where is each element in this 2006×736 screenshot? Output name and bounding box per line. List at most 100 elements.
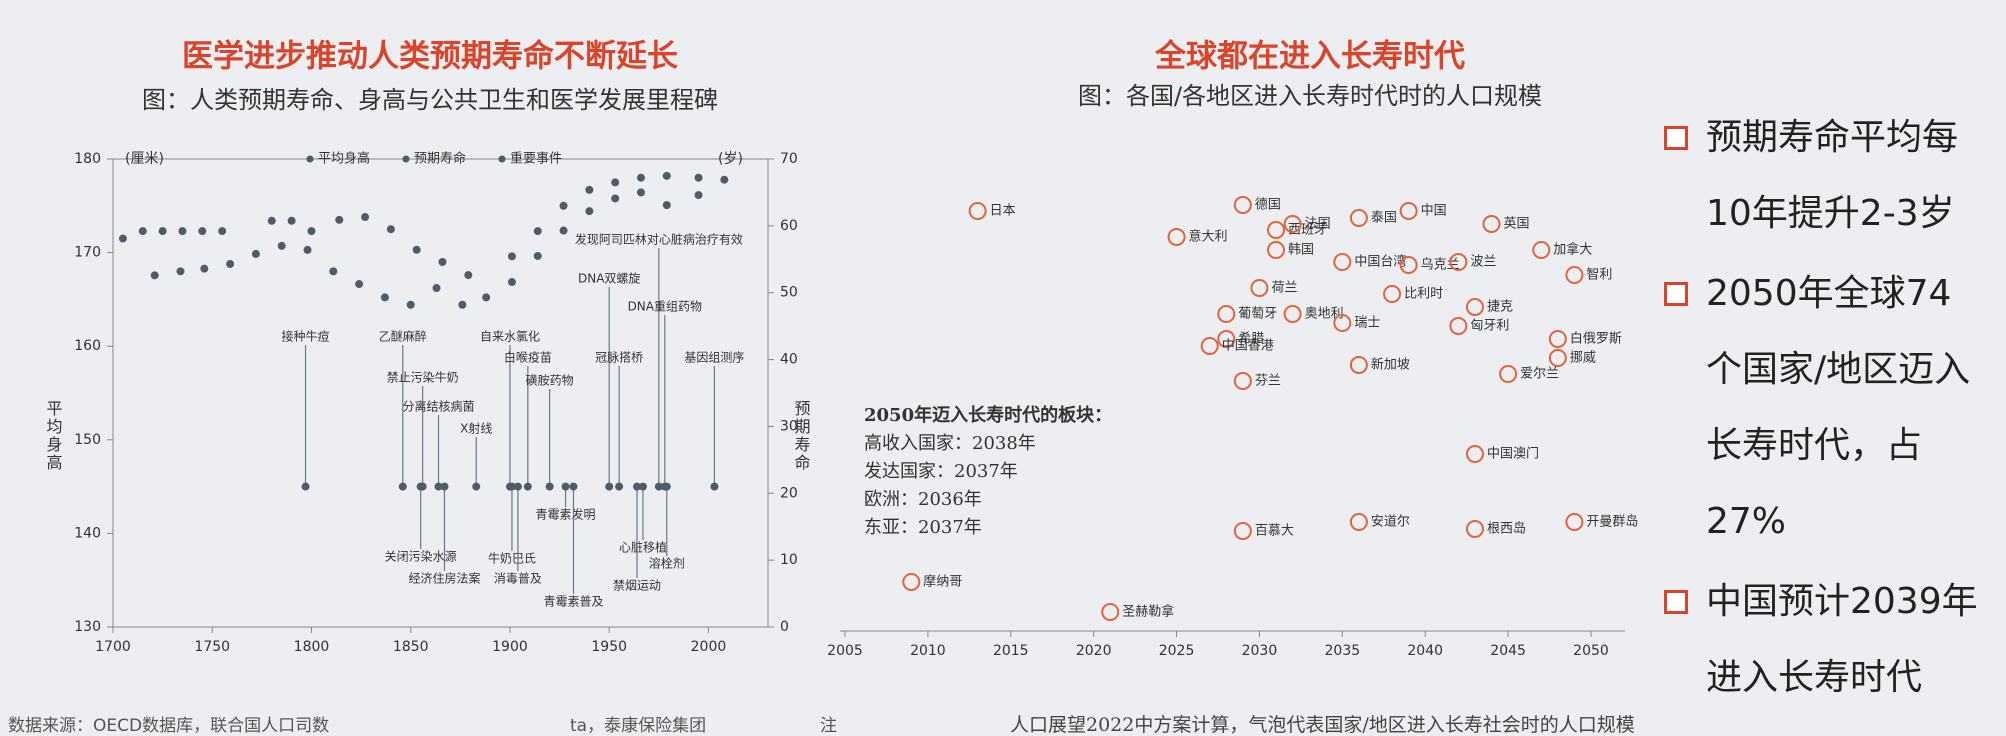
y-tick-label: 180 — [74, 151, 101, 167]
bubble — [1267, 241, 1286, 259]
bubble — [1283, 215, 1302, 233]
inset-line: 高收入国家：2038年 — [864, 433, 1036, 454]
data-point — [559, 226, 568, 235]
event-label: 冠脉搭桥 — [595, 350, 643, 365]
bubble-label: 韩国 — [1288, 243, 1314, 258]
bubble — [1565, 266, 1584, 284]
event-label: 青霉素普及 — [543, 595, 603, 609]
x-tick-label: 2035 — [1325, 643, 1361, 659]
data-point — [694, 173, 703, 182]
bubble — [1449, 253, 1468, 271]
y2-tick-label: 0 — [780, 619, 789, 635]
data-point — [307, 227, 316, 236]
legend-label: 预期寿命 — [414, 151, 466, 167]
bubble-label: 智利 — [1586, 268, 1612, 283]
bubble-label: 摩纳哥 — [923, 574, 962, 590]
bubble — [1548, 330, 1567, 348]
x-tick-label: 1950 — [591, 639, 627, 655]
bubble-label: 比利时 — [1404, 287, 1443, 302]
x-tick-label: 2050 — [1573, 643, 1609, 659]
x-tick-label: 2005 — [827, 643, 863, 659]
y2-tick-label: 60 — [780, 218, 798, 234]
event-point — [710, 482, 719, 491]
x-tick-label: 1750 — [194, 639, 230, 655]
bubble-label: 中国澳门 — [1487, 446, 1539, 462]
bubble-label: 泰国 — [1371, 211, 1397, 226]
event-point — [638, 482, 647, 491]
event-label: 接种牛痘 — [282, 329, 330, 344]
left-title: 医学进步推动人类预期寿命不断延长 — [182, 39, 678, 75]
data-point — [694, 191, 703, 200]
x-tick-label: 1900 — [492, 639, 528, 655]
bubble-label: 加拿大 — [1553, 242, 1592, 258]
bubble — [1465, 445, 1484, 463]
bubble-label: 奥地利 — [1305, 307, 1344, 322]
x-tick-label: 1850 — [393, 639, 429, 655]
x-tick-label: 2025 — [1159, 643, 1195, 659]
bubble — [1233, 522, 1252, 540]
data-point — [507, 278, 516, 287]
bubble-label: 挪威 — [1570, 351, 1596, 366]
y2-label: 预期寿命 — [792, 400, 811, 472]
data-point — [303, 245, 312, 254]
note-prefix: 注 — [820, 716, 837, 736]
bubble-label: 根西岛 — [1487, 521, 1526, 537]
event-point — [416, 482, 425, 491]
bubble — [902, 573, 921, 591]
data-point — [533, 227, 542, 236]
bullet: 预期寿命平均每10年提升2-3岁 — [1660, 100, 1980, 252]
bubble — [1465, 298, 1484, 316]
x-tick-label: 2040 — [1407, 643, 1443, 659]
bubble — [1167, 228, 1186, 246]
data-point — [386, 225, 395, 234]
bullet-list: 预期寿命平均每10年提升2-3岁 2050年全球74个国家/地区迈入长寿时代，占… — [1660, 100, 1980, 720]
event-point — [633, 482, 641, 491]
data-point — [380, 293, 389, 302]
bubble — [1532, 241, 1551, 259]
bubble-label: 中国 — [1421, 204, 1447, 219]
data-point — [720, 175, 729, 184]
bubble-label: 中国香港 — [1222, 339, 1274, 354]
plot-frame — [112, 158, 769, 628]
event-point — [545, 482, 554, 491]
bubble-label: 乌克兰 — [1421, 257, 1460, 273]
event-point — [662, 482, 671, 491]
bubble-label: 开曼群岛 — [1586, 514, 1638, 530]
x-tick-label: 2015 — [993, 643, 1029, 659]
data-point — [277, 241, 286, 250]
x-tick-label: 2030 — [1242, 643, 1278, 659]
bubble — [968, 202, 987, 220]
data-point — [176, 267, 185, 276]
data-point — [585, 185, 594, 194]
event-point — [513, 482, 522, 491]
left-subtitle: 图：人类预期寿命、身高与公共卫生和医学发展里程碑 — [142, 86, 718, 114]
bubble-label: 荷兰 — [1271, 281, 1297, 296]
data-point — [226, 259, 235, 268]
bubble — [1217, 330, 1236, 348]
data-point — [533, 251, 542, 260]
data-point — [432, 284, 441, 293]
source-tail: ta，泰康保险集团 — [570, 716, 706, 736]
bubble-label: 匈牙利 — [1470, 319, 1509, 334]
x-tick-label: 1800 — [294, 639, 330, 655]
bubble — [1349, 209, 1368, 227]
event-point — [569, 482, 578, 491]
inset-line: 欧洲：2036年 — [864, 489, 982, 510]
data-point — [438, 257, 447, 266]
x-tick-label: 2020 — [1076, 643, 1112, 659]
event-point — [615, 482, 624, 491]
event-label: 关闭污染水源 — [385, 549, 457, 564]
bubble-label: 中国台湾 — [1354, 254, 1406, 270]
event-label: 乙醚麻醉 — [379, 329, 427, 344]
x-tick-label: 2000 — [691, 639, 727, 655]
data-point — [158, 227, 167, 236]
bubble — [1267, 221, 1286, 239]
x-tick-label: 2045 — [1490, 643, 1526, 659]
bubble-label: 新加坡 — [1371, 357, 1410, 373]
data-point — [178, 227, 187, 236]
bubble — [1349, 513, 1368, 531]
event-label: 发现阿司匹林对心脏病治疗有效 — [575, 232, 743, 247]
event-label: 禁烟运动 — [613, 579, 661, 593]
data-point — [329, 267, 338, 276]
